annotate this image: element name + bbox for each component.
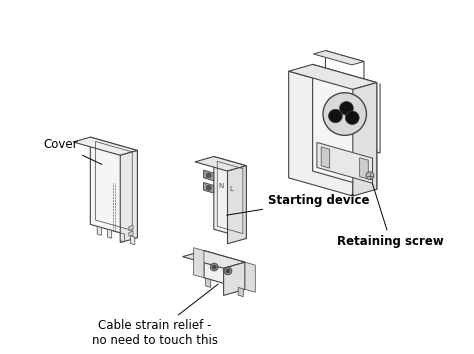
Polygon shape	[313, 51, 364, 65]
Text: Cable strain relief -
no need to touch this: Cable strain relief - no need to touch t…	[91, 284, 218, 347]
Circle shape	[206, 173, 211, 178]
Polygon shape	[321, 147, 330, 168]
Polygon shape	[214, 156, 246, 239]
Polygon shape	[91, 137, 137, 238]
Text: Cover: Cover	[43, 138, 102, 164]
Polygon shape	[194, 248, 204, 278]
Polygon shape	[204, 251, 245, 289]
Circle shape	[212, 265, 216, 269]
Text: Starting device: Starting device	[227, 194, 370, 215]
Circle shape	[206, 185, 211, 190]
Polygon shape	[224, 262, 245, 296]
Circle shape	[346, 111, 359, 125]
Polygon shape	[353, 82, 377, 196]
Circle shape	[224, 267, 232, 275]
Polygon shape	[203, 170, 214, 181]
Polygon shape	[97, 226, 101, 235]
Polygon shape	[245, 262, 255, 292]
Circle shape	[328, 109, 342, 123]
Circle shape	[226, 269, 230, 273]
Polygon shape	[289, 64, 377, 89]
Polygon shape	[317, 142, 373, 183]
Circle shape	[323, 93, 366, 135]
Polygon shape	[313, 64, 377, 189]
Polygon shape	[238, 287, 243, 297]
Polygon shape	[206, 278, 211, 287]
Polygon shape	[228, 166, 246, 244]
Polygon shape	[182, 251, 245, 268]
Polygon shape	[120, 150, 137, 242]
Polygon shape	[129, 231, 133, 236]
Text: Retaining screw: Retaining screw	[337, 178, 444, 249]
Polygon shape	[73, 137, 137, 155]
Polygon shape	[195, 156, 246, 171]
Polygon shape	[129, 225, 133, 230]
Polygon shape	[120, 233, 125, 242]
Text: N: N	[218, 183, 223, 189]
Polygon shape	[360, 158, 368, 179]
Circle shape	[339, 102, 353, 115]
Polygon shape	[289, 71, 353, 196]
Circle shape	[210, 263, 218, 271]
Polygon shape	[203, 182, 214, 193]
Text: L: L	[229, 186, 233, 192]
Polygon shape	[130, 236, 135, 245]
Polygon shape	[108, 229, 112, 238]
Circle shape	[366, 172, 374, 179]
